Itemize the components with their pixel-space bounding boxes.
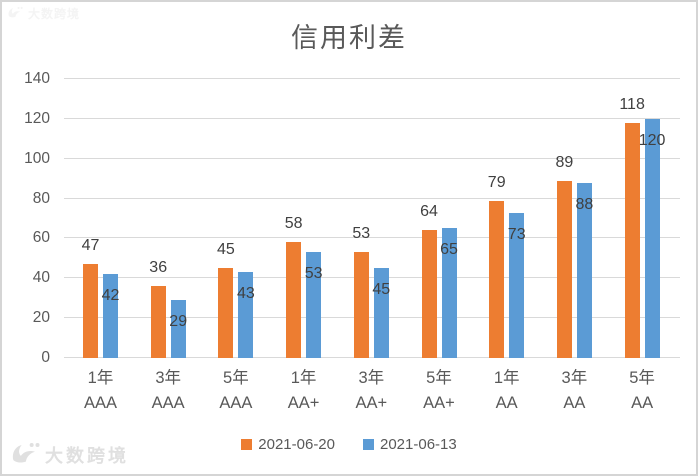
plot-area: 47 42 36 29 45 43 58 53 53 45 64 65 79 73 89 88 118 120 [64,78,680,358]
y-tick-label: 80 [32,189,50,207]
bar-series-2021-06-13 [103,274,118,358]
y-tick-label: 40 [32,269,50,287]
bar-value-label: 88 [575,196,594,213]
gridline [64,117,680,119]
bar-group: 36 29 [149,79,188,358]
bar-group: 64 65 [420,79,458,358]
category-label: 3年 AA+ [336,366,406,416]
bar-series-2021-06-20 [286,242,302,358]
legend-item: 2021-06-13 [363,436,457,453]
bar-value-label: 53 [304,265,323,282]
bar-series-2021-06-13 [306,252,322,358]
bar-series-2021-06-20 [421,230,437,358]
bar-series-2021-06-13 [509,213,525,358]
y-tick-label: 60 [32,229,50,247]
y-tick-label: 140 [24,70,50,87]
category-term: 5年 [426,369,452,387]
bar-series-2021-06-20 [353,252,369,358]
category-rating: AA+ [423,394,455,412]
gridline [64,277,680,279]
bar-value-label: 29 [169,313,188,330]
category-term: 3年 [155,369,182,387]
legend-swatch-icon [241,439,253,450]
bar-group: 79 73 [487,79,526,358]
category-rating: AAA [151,394,185,412]
category-label: 5年 AAA [201,366,271,416]
bar-value-label: 65 [440,241,458,258]
category-term: 3年 [358,369,385,387]
bar-series-2021-06-13 [576,183,592,358]
category-term: 1年 [493,369,520,387]
category-term: 3年 [561,369,588,387]
chart-legend: 2021-06-20 2021-06-13 [2,436,696,453]
bar-series-2021-06-20 [489,201,505,358]
category-rating: AA [563,394,586,412]
bar-group: 45 43 [216,79,255,358]
category-label: 1年 AA+ [269,366,339,416]
bar-series-2021-06-13 [441,228,457,358]
legend-label: 2021-06-13 [380,436,457,453]
bar-value-label: 53 [352,225,371,242]
category-label: 5年 AA [607,366,677,416]
category-rating: AA [631,394,654,412]
bar-value-label: 47 [81,237,100,254]
x-axis-labels: 1年 AAA 3年 AAA 5年 AAA 1年 AA+ 3年 AA+ 5年 AA+ 1年 AA 3年 AA 5年… [64,366,680,422]
bar-series-2021-06-13 [170,300,186,358]
category-term: 5年 [629,369,655,387]
y-tick-label: 20 [32,309,50,327]
bar-value-label: 45 [372,281,391,298]
y-tick-label: 120 [24,109,50,127]
bar-group: 47 42 [81,79,120,358]
gridline [64,157,680,159]
bar-series-2021-06-13 [238,272,254,358]
category-label: 1年 AAA [66,366,136,416]
bar-value-label: 73 [507,226,526,243]
bar-value-label: 120 [638,132,666,149]
bar-value-label: 36 [149,259,168,276]
bar-series-2021-06-13 [373,268,389,358]
bar-value-label: 89 [555,154,574,171]
category-rating: AA+ [287,394,320,412]
bar-series-2021-06-20 [556,181,572,358]
bar-value-label: 42 [101,287,120,304]
category-label: 1年 AA [472,366,542,416]
bar-group: 53 45 [352,79,391,358]
bar-value-label: 45 [216,241,235,258]
bar-value-label: 58 [284,215,303,232]
legend-swatch-icon [363,439,374,450]
category-label: 5年 AA+ [404,366,474,416]
legend-item: 2021-06-20 [241,436,335,453]
y-tick-label: 0 [41,349,50,366]
bar-series-2021-06-13 [644,119,660,358]
gridline [64,237,680,239]
gridline [64,197,680,199]
bar-group: 118 120 [619,79,665,358]
bar-value-label: 43 [236,285,255,302]
chart-title: 信用利差 [291,23,407,54]
bar-group: 58 53 [284,79,323,358]
category-term: 1年 [87,369,114,387]
legend-label: 2021-06-20 [258,436,335,453]
category-rating: AAA [83,394,118,412]
category-label: 3年 AAA [133,366,203,416]
x-axis-line [64,357,680,358]
bar-series-2021-06-20 [624,123,640,358]
gridline [64,317,680,319]
category-rating: AA [495,394,518,412]
bar-value-label: 118 [619,96,645,113]
bar-group: 89 88 [555,79,594,358]
gridline [64,78,680,79]
bar-value-label: 64 [420,203,438,220]
y-tick-label: 100 [24,149,50,167]
bar-value-label: 79 [487,174,506,191]
category-term: 5年 [223,369,249,387]
category-rating: AAA [219,394,253,412]
bar-series-2021-06-20 [83,264,98,358]
bar-series-2021-06-20 [150,286,166,358]
category-label: 3年 AA [539,366,609,416]
bar-series-2021-06-20 [218,268,234,358]
category-rating: AA+ [355,394,388,412]
category-term: 1年 [290,369,317,387]
